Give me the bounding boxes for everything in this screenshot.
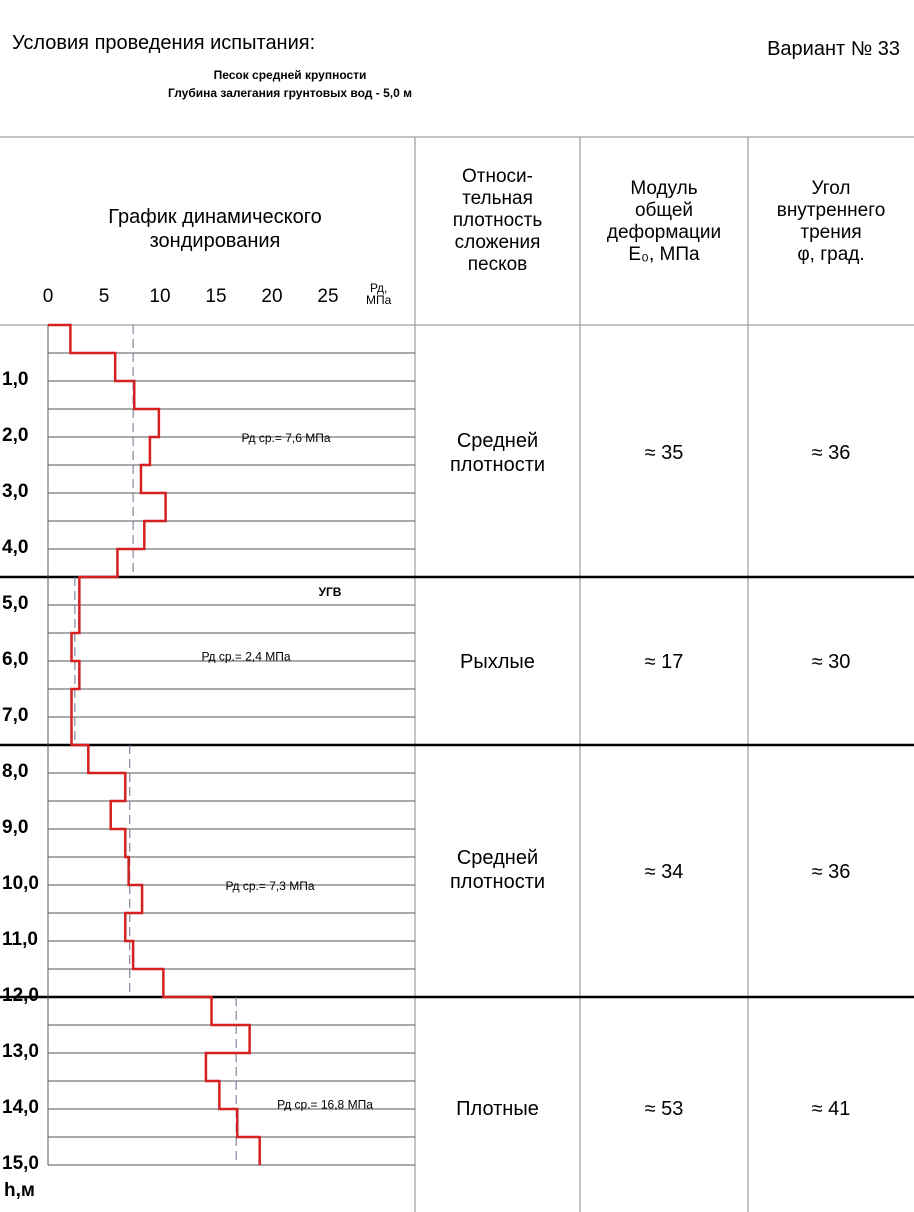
groundwater-label: УГВ xyxy=(319,585,342,599)
soil-type: Песок средней крупности xyxy=(213,68,367,82)
mean-value-label: Рд ср.= 7,3 МПа xyxy=(225,879,314,893)
x-unit-line-1: Рд, xyxy=(369,281,388,295)
depth-label: 7,0 xyxy=(2,705,29,726)
modulus-header-line-2: общей xyxy=(634,200,694,221)
layer-3-density: Средней плотности xyxy=(415,846,580,894)
groundwater-depth: Глубина залегания грунтовых вод - 5,0 м xyxy=(168,86,412,100)
depth-label: 10,0 xyxy=(2,873,39,894)
angle-column-header: Угол внутреннего трения φ, град. xyxy=(748,178,914,266)
x-tick-label: 5 xyxy=(98,286,110,307)
layer-2-angle: ≈ 30 xyxy=(811,651,851,673)
layer-4-modulus: ≈ 53 xyxy=(644,1098,684,1120)
mean-value-label: Рд ср.= 2,4 МПа xyxy=(201,649,290,663)
x-tick-label: 0 xyxy=(42,286,54,307)
depth-label: 15,0 xyxy=(2,1153,39,1174)
x-tick-label: 15 xyxy=(205,286,227,307)
layer-3-density-line-1: Средней xyxy=(456,847,539,869)
depth-label: 3,0 xyxy=(2,481,29,502)
mean-labels: Рд ср.= 7,6 МПа Рд ср.= 2,4 МПа Рд ср.= 7,… xyxy=(201,431,373,1111)
depth-label: 6,0 xyxy=(2,649,29,670)
depth-label: 11,0 xyxy=(2,929,38,950)
y-axis-unit: h,м xyxy=(4,1180,35,1201)
angle-header-line-4: φ, град. xyxy=(797,244,865,265)
depth-label: 5,0 xyxy=(2,593,29,614)
graph-header-line-1: График динамического xyxy=(108,206,322,228)
x-axis-unit: Рд, МПа xyxy=(366,282,391,306)
depth-label: 13,0 xyxy=(2,1041,39,1062)
density-header-line-3: плотность xyxy=(452,210,543,231)
density-header-line-1: Относи- xyxy=(462,166,533,187)
layer-1-density-line-1: Средней xyxy=(456,430,539,452)
layer-4-angle: ≈ 41 xyxy=(811,1098,851,1120)
sounding-step-line xyxy=(48,323,261,1165)
layer-4-density: Плотные xyxy=(415,1097,580,1121)
depth-label: 8,0 xyxy=(2,761,29,782)
density-header-line-4: сложения xyxy=(454,232,541,253)
layer-1-density: Средней плотности xyxy=(415,429,580,477)
depth-label: 14,0 xyxy=(2,1097,39,1118)
depth-label: 12,0 xyxy=(2,985,39,1006)
x-tick-label: 25 xyxy=(317,286,339,307)
conditions-title: Условия проведения испытания: xyxy=(12,32,316,54)
layer-3-density-line-2: плотности xyxy=(449,871,546,893)
graph-header-line-2: зондирования xyxy=(149,230,281,252)
layer-2-density: Рыхлые xyxy=(415,650,580,674)
graph-column-header: График динамического зондирования xyxy=(30,205,400,253)
density-header-line-2: тельная xyxy=(462,188,533,209)
table-lines xyxy=(0,136,914,1212)
angle-header-line-3: трения xyxy=(800,222,862,243)
depth-label: 2,0 xyxy=(2,425,29,446)
layer-1-modulus: ≈ 35 xyxy=(644,442,684,464)
depth-label: 9,0 xyxy=(2,817,29,838)
layer-1-density-line-2: плотности xyxy=(449,454,546,476)
density-header-line-5: песков xyxy=(467,254,528,275)
x-unit-line-2: МПа xyxy=(366,293,392,307)
modulus-column-header: Модуль общей деформации E₀, МПа xyxy=(580,178,748,266)
sounding-profile xyxy=(48,323,261,1165)
depth-grid xyxy=(47,325,415,1166)
x-tick-label: 10 xyxy=(149,286,171,307)
angle-header-line-2: внутреннего xyxy=(776,200,886,221)
angle-header-line-1: Угол xyxy=(811,178,851,199)
layer-4-density-line-1: Плотные xyxy=(456,1098,539,1120)
modulus-header-line-3: деформации xyxy=(606,222,722,243)
depth-label: 1,0 xyxy=(2,369,29,390)
depth-label: 4,0 xyxy=(2,537,29,558)
modulus-header-line-1: Модуль xyxy=(630,178,698,199)
variant-number: Вариант № 33 xyxy=(767,38,900,60)
density-column-header: Относи- тельная плотность сложения песко… xyxy=(415,166,580,276)
layer-2-modulus: ≈ 17 xyxy=(644,651,684,673)
mean-value-label: Рд ср.= 7,6 МПа xyxy=(241,431,330,445)
x-tick-label: 20 xyxy=(261,286,283,307)
layer-1-angle: ≈ 36 xyxy=(811,442,851,464)
modulus-header-line-4: E₀, МПа xyxy=(628,244,700,265)
mean-value-label: Рд ср.= 16,8 МПа xyxy=(277,1097,373,1111)
layer-2-density-line-1: Рыхлые xyxy=(460,651,535,673)
layer-3-angle: ≈ 36 xyxy=(811,861,851,883)
layer-3-modulus: ≈ 34 xyxy=(644,861,684,883)
